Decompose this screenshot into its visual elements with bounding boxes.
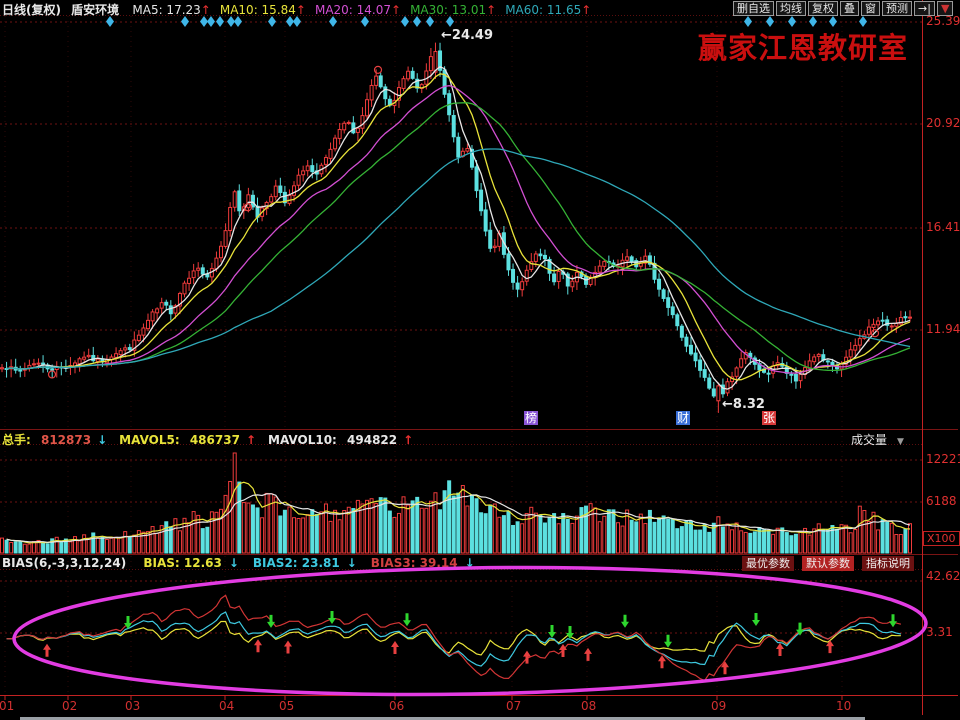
chevron-down-icon: ▼ (897, 437, 904, 447)
stock-name: 盾安环境 (71, 3, 120, 17)
ma-label: MA30: 13.01 (410, 3, 487, 17)
down-arrow-icon: ↓ (346, 556, 357, 570)
toolbar: 删自选 均线 复权叠窗预测 →| ▼ (733, 1, 954, 16)
bias-legend: BIAS: 12.63 ↓ BIAS2: 23.81 ↓ BIAS3: 39.14 ↓ (143, 556, 488, 570)
ma-legend-item[interactable]: MA10: 15.84↑ (220, 3, 306, 17)
volume-unit-label: X100 (923, 531, 960, 546)
month-label-10: 10 (836, 699, 852, 713)
month-label-07: 07 (506, 699, 522, 713)
price-tick-label: 25.39 (926, 14, 960, 28)
ma-legend-item[interactable]: MA5: 17.23↑ (132, 3, 210, 17)
toolbar-button-叠[interactable]: 叠 (840, 1, 859, 16)
ma-legend-item[interactable]: MA60: 11.65↑ (505, 3, 591, 17)
month-label-06: 06 (389, 699, 405, 713)
volume-legend-item: 总手: 812873 ↓ (2, 433, 113, 447)
month-label-03: 03 (125, 699, 141, 713)
month-label-05: 05 (279, 699, 295, 713)
volume-tick-label: 12221 (926, 452, 960, 466)
volume-legend-value: 486737 (189, 433, 240, 447)
up-arrow-icon: ↑ (403, 433, 414, 447)
volume-legend-label: MAVOL5: (119, 433, 184, 447)
bias-legend-label: BIAS: 12.63 (143, 556, 222, 570)
month-label-02: 02 (62, 699, 78, 713)
bias-parameter-buttons: 最优参数 默认参数 指标说明 (742, 556, 914, 571)
down-arrow-icon: ↓ (97, 433, 108, 447)
toolbar-button-删自选[interactable]: 删自选 (733, 1, 774, 16)
ma-label: MA60: 11.65 (505, 3, 582, 17)
volume-header: 总手: 812873 ↓ MAVOL5: 486737 ↑ MAVOL10: 49482… (2, 431, 425, 448)
bias-tick-label: 42.62 (926, 569, 960, 583)
toolbar-button-窗[interactable]: 窗 (861, 1, 880, 16)
down-arrow-icon: ↓ (464, 556, 475, 570)
button-默认参数[interactable]: 默认参数 (802, 556, 854, 571)
bias-params-label: BIAS(6,-3,3,12,24) (2, 556, 127, 570)
bias-legend-label: BIAS3: 39.14 (370, 556, 458, 570)
volume-legend-value: 494822 (347, 433, 398, 447)
volume-legend-value: 812873 (40, 433, 92, 447)
watermark: 赢家江恩教研室 (698, 31, 909, 65)
bias-legend-item: BIAS3: 39.14 ↓ (371, 556, 482, 570)
volume-type-selector[interactable]: 成交量 ▼ (851, 431, 904, 448)
main-chart-header: 日线(复权) 盾安环境 MA5: 17.23↑ MA10: 15.84↑ MA20:… (2, 1, 591, 18)
button-最优参数[interactable]: 最优参数 (742, 556, 794, 571)
month-label-04: 04 (219, 699, 235, 713)
toolbar-button-均线[interactable]: 均线 (776, 1, 806, 16)
bias-tick-label: 3.31 (926, 625, 953, 639)
ma-label: MA20: 14.07 (314, 3, 392, 17)
bias-legend-item: BIAS: 12.63 ↓ (143, 556, 246, 570)
up-arrow-icon: ↑ (486, 3, 497, 17)
event-badge-张[interactable]: 张 (762, 411, 777, 425)
ma-legend-item[interactable]: MA30: 13.01↑ (410, 3, 496, 17)
button-指标说明[interactable]: 指标说明 (862, 556, 914, 571)
price-tick-label: 20.92 (926, 116, 960, 130)
dock-right-icon[interactable]: →| (914, 1, 935, 16)
bias-header: BIAS(6,-3,3,12,24) BIAS: 12.63 ↓ BIAS2: 23… (2, 556, 496, 570)
ma-label: MA10: 15.84 (219, 3, 296, 17)
up-arrow-icon: ↑ (391, 3, 402, 17)
month-label-08: 08 (581, 699, 597, 713)
up-arrow-icon: ↑ (581, 3, 592, 17)
volume-tick-label: 6188 (926, 494, 957, 508)
up-arrow-icon: ↑ (295, 3, 306, 17)
horizontal-scrollbar[interactable] (20, 717, 865, 720)
month-label-09: 09 (711, 699, 727, 713)
event-badge-财[interactable]: 财 (676, 411, 691, 425)
ma-legend: MA5: 17.23↑ MA10: 15.84↑ MA20: 14.07↑ MA30:… (123, 3, 591, 17)
period-label: 日线(复权) (2, 3, 61, 17)
month-label-01: 01 (0, 699, 15, 713)
toolbar-button-预测[interactable]: 预测 (882, 1, 912, 16)
toolbar-button-复权[interactable]: 复权 (808, 1, 838, 16)
volume-legend-item: MAVOL5: 486737 ↑ (119, 433, 262, 447)
volume-legend-item: MAVOL10: 494822 ↑ (268, 433, 419, 447)
price-tick-label: 16.41 (926, 220, 960, 234)
event-badge-榜[interactable]: 榜 (524, 411, 539, 425)
price-tick-label: 11.94 (926, 322, 960, 336)
ma-legend-item[interactable]: MA20: 14.07↑ (315, 3, 401, 17)
peak-annotation: ←24.49 (441, 28, 494, 43)
ma-label: MA5: 17.23 (132, 3, 201, 17)
down-arrow-icon: ↓ (228, 556, 239, 570)
volume-selector-label: 成交量 (851, 433, 888, 447)
volume-legend-label: MAVOL10: (268, 433, 342, 447)
low-annotation: ←8.32 (722, 397, 765, 412)
bias-legend-label: BIAS2: 23.81 (252, 556, 340, 570)
up-arrow-icon: ↑ (245, 433, 256, 447)
toolbar-dropdown[interactable]: ▼ (936, 1, 954, 16)
bias-legend-item: BIAS2: 23.81 ↓ (253, 556, 364, 570)
volume-legend-label: 总手: (2, 433, 35, 447)
up-arrow-icon: ↑ (200, 3, 211, 17)
